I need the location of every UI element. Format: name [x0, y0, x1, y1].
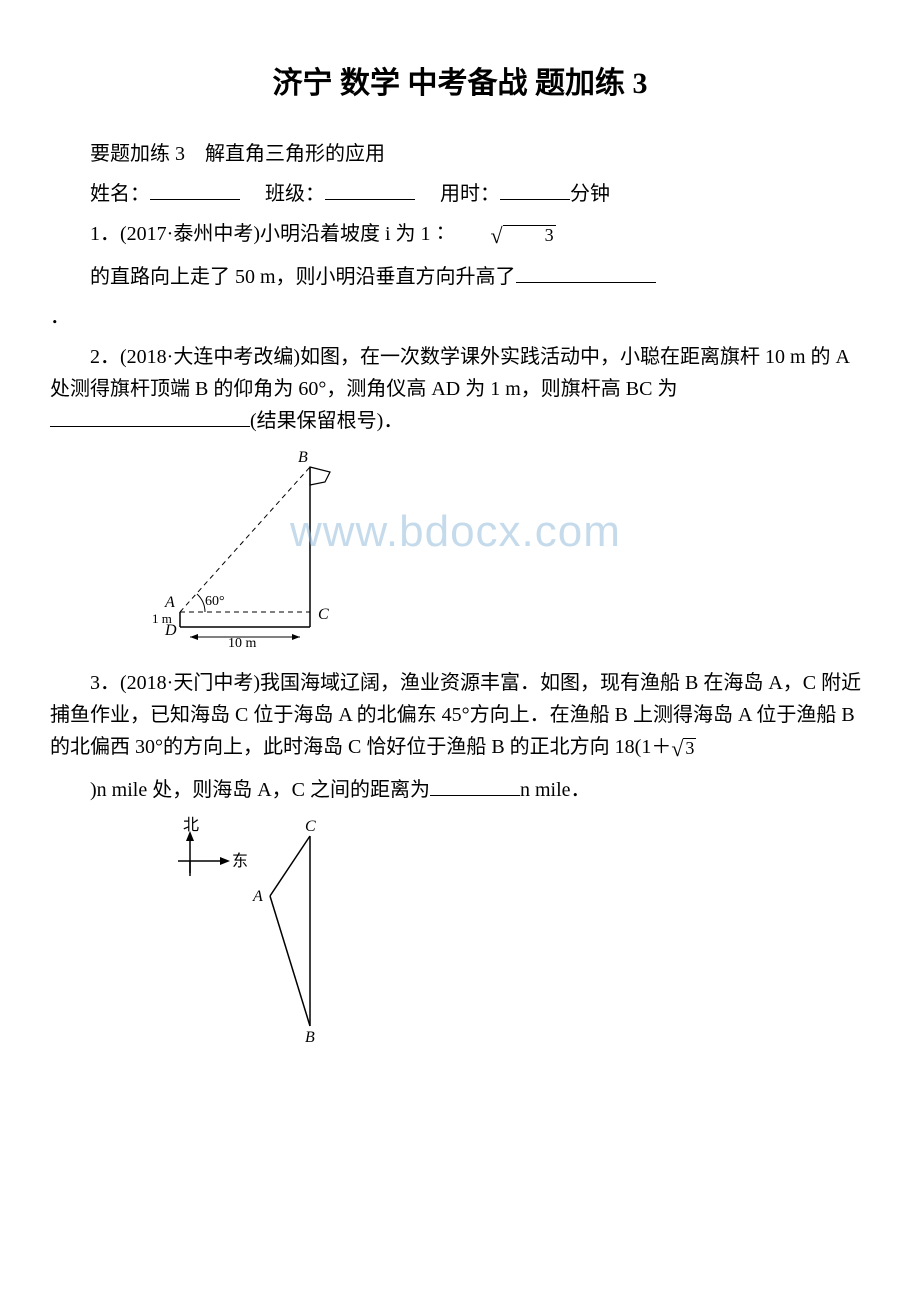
- q3-c: n mile．: [520, 779, 591, 801]
- q1-blank: [516, 262, 656, 283]
- class-label: 班级：: [265, 183, 325, 205]
- q1-line1: 1．(2017·泰州中考)小明沿着坡度 i 为 1∶√3: [50, 218, 870, 253]
- fig1-A: A: [164, 594, 175, 611]
- q3-line2: )n mile 处，则海岛 A，C 之间的距离为 n mile．: [50, 774, 870, 806]
- subtitle: 要题加练 3 解直角三角形的应用: [50, 138, 870, 170]
- fig2-A: A: [252, 888, 263, 905]
- q2-b: (结果保留根号)．: [250, 410, 403, 432]
- q2-blank: [50, 406, 250, 427]
- q1-line2-wrap: 的直路向上走了 50 m，则小明沿垂直方向升高了: [50, 261, 870, 293]
- form-row: 姓名： 班级： 用时： 分钟: [50, 178, 870, 210]
- q3-blank: [430, 775, 520, 796]
- time-blank: [500, 179, 570, 200]
- fig2-north: 北: [183, 816, 199, 834]
- q3-a: 3．(2018·天门中考)我国海域辽阔，渔业资源丰富．如图，现有渔船 B 在海岛…: [50, 672, 861, 758]
- figure-2: 北 东 C A B: [150, 816, 870, 1046]
- q1-period: ．: [50, 301, 870, 333]
- q3-b: )n mile 处，则海岛 A，C 之间的距离为: [90, 779, 430, 801]
- sqrt-icon: √3: [451, 218, 556, 253]
- fig1-svg: A B C D 60° 1 m 10 m: [150, 447, 370, 647]
- fig2-B: B: [305, 1029, 315, 1046]
- sqrt-icon-2: √3: [671, 731, 696, 766]
- q3-text: 3．(2018·天门中考)我国海域辽阔，渔业资源丰富．如图，现有渔船 B 在海岛…: [50, 667, 870, 766]
- fig2-east: 东: [232, 852, 248, 870]
- class-blank: [325, 179, 415, 200]
- fig1-angle: 60°: [205, 594, 225, 609]
- fig1-height: 1 m: [152, 611, 172, 626]
- q1-line2: 的直路向上走了 50 m，则小明沿垂直方向升高了: [90, 266, 516, 288]
- page-title: 济宁 数学 中考备战 题加练 3: [50, 60, 870, 108]
- time-label: 用时：: [440, 183, 500, 205]
- q2-text: 2．(2018·大连中考改编)如图，在一次数学课外实践活动中，小聪在距离旗杆 1…: [50, 341, 870, 437]
- name-label: 姓名：: [90, 183, 150, 205]
- fig2-svg: 北 东 C A B: [150, 816, 390, 1046]
- name-blank: [150, 179, 240, 200]
- time-unit: 分钟: [570, 183, 610, 205]
- fig1-C: C: [318, 606, 329, 623]
- fig2-C: C: [305, 818, 316, 835]
- fig1-B: B: [298, 449, 308, 466]
- figure-1: www.bdocx.com A B C D 60° 1 m 10 m: [150, 447, 870, 647]
- q2-a: 2．(2018·大连中考改编)如图，在一次数学课外实践活动中，小聪在距离旗杆 1…: [50, 346, 849, 400]
- q1-prefix: 1．(2017·泰州中考)小明沿着坡度 i 为 1∶: [90, 223, 451, 245]
- fig1-dist: 10 m: [228, 636, 257, 647]
